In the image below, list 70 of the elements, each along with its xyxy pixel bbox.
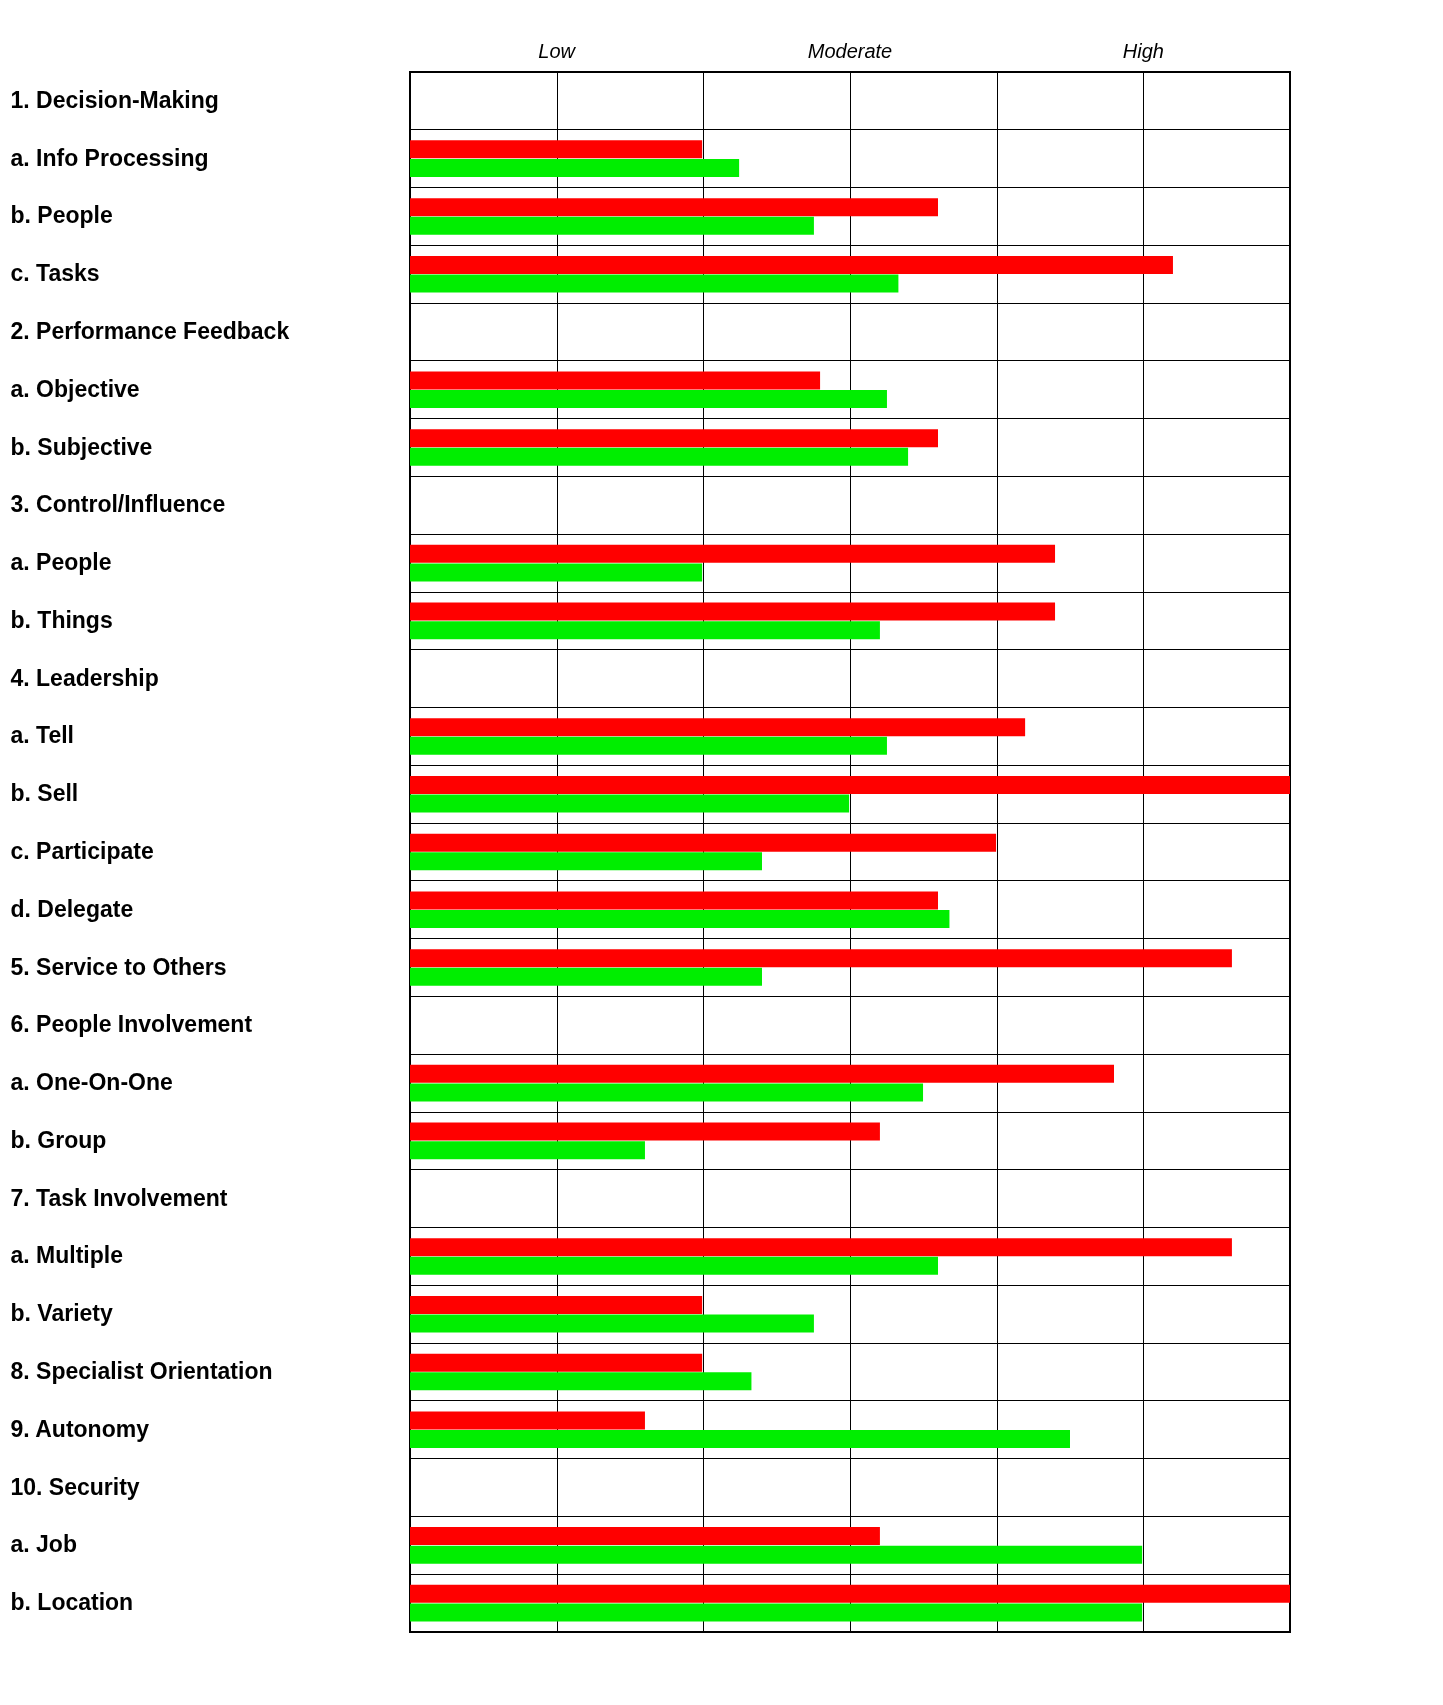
bar	[410, 1411, 645, 1430]
bar	[410, 602, 1056, 621]
y-tick-label: c. Participate	[10, 838, 154, 864]
y-tick-label: b. Location	[10, 1589, 134, 1616]
bar	[410, 910, 950, 929]
bar	[410, 1430, 1070, 1449]
text: Moderate	[807, 40, 893, 62]
y-tick-label: a. People	[10, 549, 112, 576]
y-tick-label: 10. Security	[10, 1473, 140, 1500]
y-tick-label: a. Multiple	[10, 1242, 123, 1269]
bar	[410, 891, 938, 910]
bar	[410, 775, 1290, 794]
y-tick-label: 1. Decision-Making	[10, 86, 219, 113]
y-tick-label: a. Job	[10, 1531, 77, 1558]
y-tick-label: 3. Control/Influence	[10, 491, 226, 518]
bar	[410, 1372, 752, 1391]
bar	[410, 216, 814, 235]
y-tick-label: a. Info Processing	[10, 144, 209, 171]
bar	[410, 1584, 1290, 1603]
y-tick-label: 7. Task Involvement	[10, 1184, 228, 1211]
bar	[410, 852, 762, 871]
bar	[410, 1064, 1114, 1083]
text: High	[1122, 40, 1164, 62]
y-tick-label: 4. Leadership	[10, 664, 159, 691]
bar	[410, 371, 821, 390]
bar	[410, 1256, 938, 1275]
bar	[410, 1527, 880, 1546]
bar	[410, 1603, 1143, 1622]
bar	[410, 563, 703, 582]
bar	[410, 1083, 924, 1102]
y-tick-label: b. Subjective	[10, 433, 153, 460]
y-tick-label: 8. Specialist Orientation	[10, 1358, 273, 1384]
y-tick-label: 9. Autonomy	[10, 1415, 150, 1442]
bar	[410, 794, 850, 813]
bar	[410, 1353, 703, 1372]
bar	[410, 447, 909, 466]
bar	[410, 1545, 1143, 1564]
bar	[410, 255, 1173, 274]
y-tick-label: 2. Performance Feedback	[10, 318, 290, 344]
bar	[410, 274, 899, 293]
bar	[410, 967, 762, 986]
bar	[410, 718, 1026, 737]
y-tick-label: b. Sell	[10, 780, 79, 807]
y-tick-label: a. Objective	[10, 375, 140, 402]
y-tick-label: b. Group	[10, 1126, 107, 1153]
text: Low	[538, 40, 577, 62]
bar	[410, 390, 887, 409]
y-tick-label: d. Delegate	[10, 895, 134, 922]
bar	[410, 949, 1232, 968]
bar	[410, 1238, 1232, 1257]
bar	[410, 158, 740, 177]
bar	[410, 1295, 703, 1314]
y-tick-label: a. Tell	[10, 722, 74, 749]
bar	[410, 1314, 814, 1333]
bar	[410, 621, 880, 640]
bar	[410, 140, 703, 159]
y-tick-label: a. One-On-One	[10, 1069, 173, 1096]
y-tick-label: b. Variety	[10, 1300, 113, 1327]
y-tick-label: 6. People Involvement	[10, 1011, 253, 1038]
bar	[410, 198, 938, 217]
y-tick-label: c. Tasks	[10, 260, 100, 287]
bar	[410, 1122, 880, 1141]
bar	[410, 429, 938, 448]
bar	[410, 736, 887, 755]
y-tick-label: 5. Service to Others	[10, 953, 227, 980]
y-tick-label: b. People	[10, 202, 113, 229]
bar	[410, 833, 997, 852]
bar	[410, 1141, 645, 1160]
y-tick-label: b. Things	[10, 606, 113, 633]
bar	[410, 544, 1056, 563]
